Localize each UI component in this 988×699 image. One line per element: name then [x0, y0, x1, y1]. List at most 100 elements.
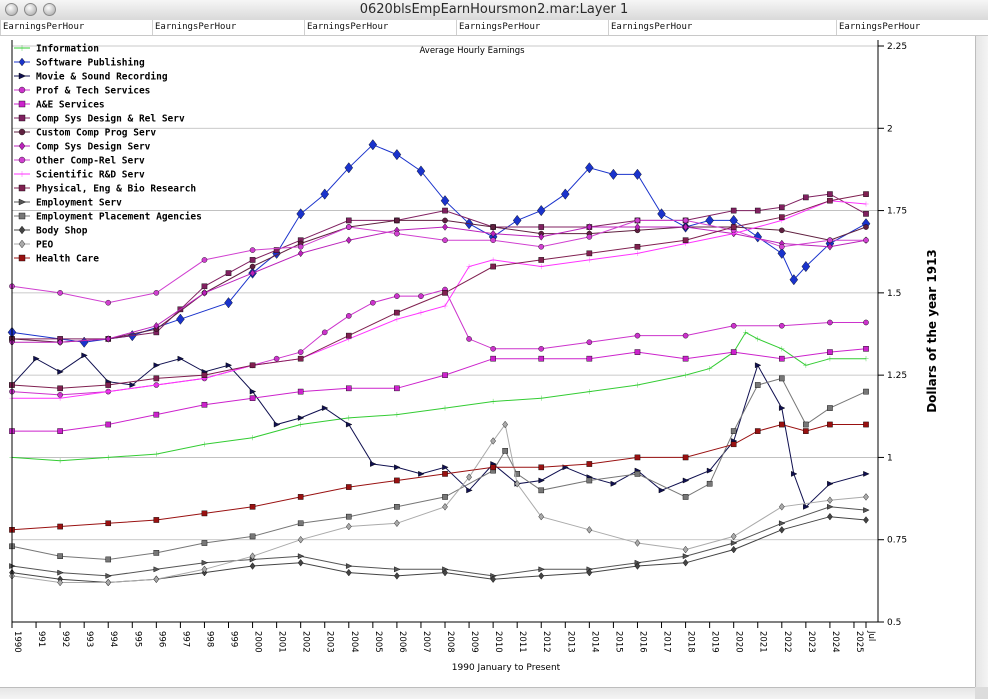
data-point — [33, 355, 40, 362]
data-point — [249, 388, 257, 395]
data-point — [729, 214, 738, 226]
data-point — [634, 539, 641, 547]
x-tick-label: 2009 — [469, 631, 479, 653]
data-point — [803, 421, 809, 428]
data-point — [57, 569, 64, 576]
data-point — [225, 362, 233, 369]
data-point — [442, 503, 448, 511]
resize-grip[interactable] — [975, 687, 988, 699]
data-point — [442, 494, 448, 500]
x-tick-label: 2005 — [373, 631, 383, 653]
data-point — [863, 470, 870, 477]
column-header[interactable]: EarningsPerHour — [608, 20, 836, 35]
data-point — [297, 349, 304, 355]
x-tick-label: 999 — [229, 631, 239, 647]
column-header[interactable]: EarningsPerHour — [0, 20, 152, 35]
data-point — [18, 239, 26, 249]
data-point — [320, 188, 329, 200]
data-point — [466, 336, 472, 342]
data-point — [105, 335, 112, 343]
series-line — [12, 200, 867, 399]
minimize-window-button[interactable] — [24, 3, 37, 16]
x-tick-label: 997 — [180, 631, 190, 647]
data-point — [682, 454, 689, 461]
legend-label: Prof & Tech Services — [36, 86, 150, 97]
data-point — [394, 309, 400, 316]
data-point — [201, 289, 208, 297]
x-tick-label: 993 — [84, 631, 94, 647]
data-point — [863, 319, 869, 326]
data-point — [490, 224, 496, 230]
data-point — [442, 237, 448, 243]
series-line — [11, 354, 867, 508]
data-point — [177, 355, 184, 362]
vertical-scrollbar[interactable] — [975, 36, 988, 687]
data-point — [634, 223, 641, 231]
x-tick-label: 994 — [108, 631, 118, 647]
close-window-button[interactable] — [5, 3, 18, 16]
data-point — [442, 223, 448, 231]
data-point — [586, 355, 593, 362]
data-point — [827, 191, 833, 197]
data-point — [81, 352, 88, 359]
data-point — [394, 316, 400, 322]
data-point — [754, 382, 761, 388]
data-point — [249, 257, 256, 263]
data-point — [249, 504, 256, 510]
title-bar[interactable]: 0620blsEmpEarnHoursmon2.mar:Layer 1 — [0, 0, 988, 21]
series-line — [11, 516, 867, 584]
data-point — [418, 293, 424, 299]
data-point — [538, 566, 545, 573]
data-point — [18, 198, 27, 206]
column-header[interactable]: EarningsPerHour — [304, 20, 456, 35]
data-point — [57, 458, 63, 464]
data-point — [863, 224, 869, 230]
data-point — [297, 243, 304, 250]
data-point — [394, 572, 400, 580]
data-point — [249, 533, 256, 540]
legend-label: PEO — [36, 240, 53, 251]
data-point — [863, 346, 869, 352]
legend-label: Body Shop — [36, 226, 88, 237]
data-point — [586, 568, 593, 577]
y-tick-label: 1.5 — [887, 289, 901, 299]
data-point — [586, 223, 593, 231]
column-header[interactable]: EarningsPerHour — [836, 20, 975, 35]
data-point — [779, 346, 785, 352]
data-point — [57, 523, 63, 530]
data-point — [490, 355, 496, 362]
data-point — [442, 464, 449, 471]
x-tick-label: 2008 — [445, 631, 455, 653]
data-point — [18, 100, 26, 108]
data-point — [754, 428, 761, 434]
data-point — [153, 411, 160, 418]
horizontal-scrollbar[interactable] — [0, 687, 975, 699]
x-tick-label: 2001 — [277, 631, 287, 653]
series-line — [12, 226, 867, 343]
data-point — [466, 487, 473, 494]
x-tick-label: 2006 — [397, 631, 407, 653]
data-point — [538, 512, 545, 521]
data-point — [18, 156, 26, 164]
x-tick-label: 2002 — [301, 631, 311, 653]
data-point — [863, 201, 869, 207]
x-tick-label: 2000 — [253, 631, 263, 653]
data-point — [442, 290, 448, 296]
x-tick-label: 2020 — [734, 631, 744, 653]
y-tick-label: 1.75 — [887, 207, 907, 217]
data-point — [538, 355, 545, 362]
data-point — [273, 421, 281, 428]
data-point — [827, 237, 833, 243]
x-axis-title: 1990 January to Present — [452, 663, 561, 673]
data-point — [803, 362, 809, 368]
data-point — [105, 389, 111, 395]
data-point — [297, 355, 304, 362]
data-point — [57, 553, 63, 559]
data-point — [153, 575, 160, 583]
column-header[interactable]: EarningsPerHour — [456, 20, 608, 35]
data-point — [777, 247, 787, 259]
legend-label: Other Comp-Rel Serv — [36, 156, 145, 167]
zoom-window-button[interactable] — [43, 3, 56, 16]
x-tick-label: Jul — [866, 630, 876, 641]
column-header[interactable]: EarningsPerHour — [152, 20, 304, 35]
